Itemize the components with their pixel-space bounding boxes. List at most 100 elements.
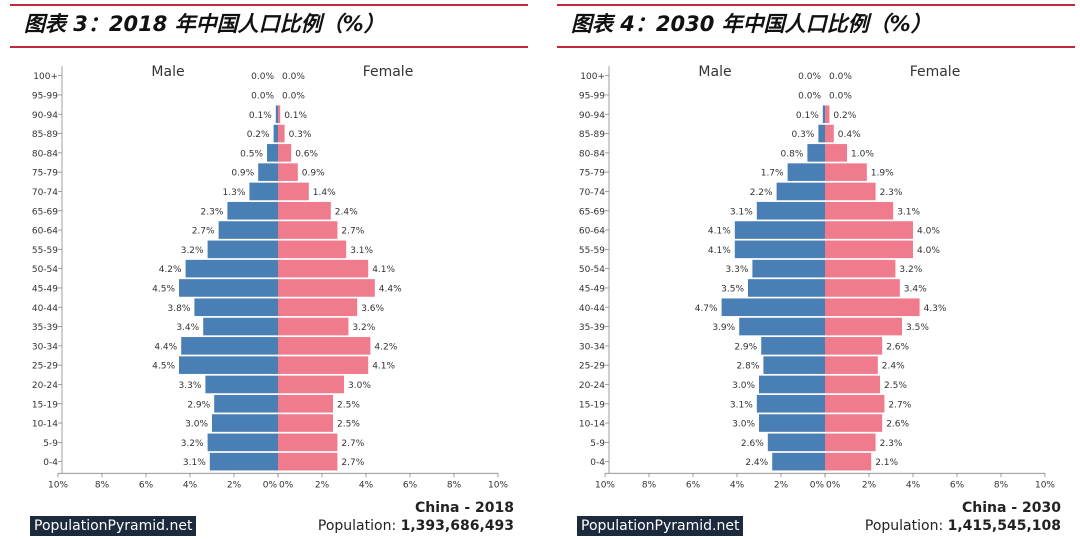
male-value-label-90-94: 0.1% <box>249 111 272 121</box>
male-value-label-100+: 0.0% <box>798 72 821 82</box>
female-value-label-55-59: 4.0% <box>917 246 940 256</box>
female-bar-25-29 <box>278 356 369 374</box>
title-rule-bottom <box>557 46 1075 48</box>
age-group-label-55-59: 55-59 <box>32 246 58 256</box>
female-bar-90-94 <box>825 105 830 124</box>
x-tick-label-0: 10% <box>48 480 68 490</box>
male-bar-90-94 <box>275 105 278 124</box>
female-value-label-50-54: 3.2% <box>899 265 922 275</box>
male-value-label-30-34: 2.9% <box>734 342 757 352</box>
age-group-label-65-69: 65-69 <box>32 207 58 217</box>
male-value-label-75-79: 1.7% <box>761 169 784 179</box>
female-bar-70-74 <box>278 182 309 201</box>
male-bar-70-74 <box>249 182 278 201</box>
female-bar-55-59 <box>278 240 347 259</box>
male-value-label-80-84: 0.8% <box>781 149 804 159</box>
male-value-label-60-64: 2.7% <box>192 227 215 237</box>
chart-panel-2018: 图表 3：2018 年中国人口比例（%） Male Female 0.0% 0.0% 1… <box>0 0 530 539</box>
female-bar-45-49 <box>825 279 900 297</box>
title-rule-bottom <box>10 46 528 48</box>
male-value-label-15-19: 3.1% <box>730 400 753 410</box>
male-value-label-75-79: 0.9% <box>231 169 254 179</box>
x-tick-label-0: 10% <box>595 480 615 490</box>
male-value-label-60-64: 4.1% <box>708 227 731 237</box>
female-value-label-95-99: 0.0% <box>282 91 305 101</box>
x-tick-label-7: 2% <box>315 480 330 490</box>
x-tick-label-6: 0% <box>826 480 841 490</box>
male-bar-15-19 <box>214 394 278 413</box>
age-group-label-20-24: 20-24 <box>579 381 605 391</box>
female-bar-50-54 <box>278 259 369 278</box>
age-group-label-30-34: 30-34 <box>32 342 58 352</box>
female-bar-80-84 <box>825 144 847 162</box>
female-value-label-85-89: 0.3% <box>289 130 312 140</box>
male-bar-80-84 <box>807 144 825 162</box>
female-value-label-5-9: 2.3% <box>880 439 903 449</box>
female-value-label-30-34: 2.6% <box>886 342 909 352</box>
x-tick-label-5: 0% <box>810 480 825 490</box>
female-bar-30-34 <box>825 337 883 355</box>
population-label: Population: <box>864 518 944 534</box>
female-bar-5-9 <box>825 433 876 452</box>
female-bar-10-14 <box>825 414 883 432</box>
brand-label: PopulationPyramid.net <box>30 516 197 536</box>
male-value-label-25-29: 2.8% <box>737 362 760 372</box>
age-group-label-70-74: 70-74 <box>32 188 58 198</box>
female-value-label-70-74: 1.4% <box>313 188 336 198</box>
male-bar-90-94 <box>822 105 825 124</box>
x-tick-label-4: 2% <box>227 480 242 490</box>
country-year-label: China - 2018 <box>415 500 514 516</box>
female-value-label-45-49: 4.4% <box>379 284 402 294</box>
female-value-label-65-69: 2.4% <box>335 207 358 217</box>
x-tick-label-7: 2% <box>862 480 877 490</box>
female-bar-65-69 <box>825 201 894 220</box>
male-legend-label: Male <box>151 64 184 80</box>
female-bar-20-24 <box>825 375 880 394</box>
female-bar-75-79 <box>278 163 298 181</box>
x-tick-label-1: 8% <box>95 480 110 490</box>
female-value-label-95-99: 0.0% <box>829 91 852 101</box>
female-value-label-15-19: 2.5% <box>337 400 360 410</box>
female-bar-70-74 <box>825 182 876 201</box>
male-bar-45-49 <box>179 279 278 297</box>
male-bar-0-4 <box>209 452 278 471</box>
male-bar-80-84 <box>267 144 278 162</box>
chart-panel-2030: 图表 4：2030 年中国人口比例（%） Male Female 0.0% 0.0% 1… <box>547 0 1077 539</box>
male-value-label-65-69: 3.1% <box>730 207 753 217</box>
female-value-label-60-64: 4.0% <box>917 227 940 237</box>
age-group-label-90-94: 90-94 <box>32 111 58 121</box>
title-rule-top <box>10 4 528 6</box>
male-bar-65-69 <box>227 201 278 220</box>
female-value-label-100+: 0.0% <box>829 72 852 82</box>
age-group-label-0-4: 0-4 <box>590 458 605 468</box>
population-pyramid-chart: Male Female 0.0% 0.0% 100+ 0.0% 0.0% 95-99 0.1% 0… <box>32 64 509 490</box>
male-bar-55-59 <box>734 240 825 259</box>
male-value-label-65-69: 2.3% <box>201 207 224 217</box>
female-value-label-45-49: 3.4% <box>904 284 927 294</box>
age-group-label-85-89: 85-89 <box>579 130 605 140</box>
male-value-label-10-14: 3.0% <box>732 420 755 430</box>
age-group-label-60-64: 60-64 <box>32 227 58 237</box>
x-tick-label-8: 4% <box>906 480 921 490</box>
male-bar-10-14 <box>759 414 825 432</box>
male-value-label-85-89: 0.2% <box>247 130 270 140</box>
female-value-label-10-14: 2.6% <box>886 420 909 430</box>
population-value: 1,393,686,493 <box>400 518 514 534</box>
female-value-label-75-79: 1.9% <box>871 169 894 179</box>
male-value-label-20-24: 3.0% <box>732 381 755 391</box>
age-group-label-55-59: 55-59 <box>579 246 605 256</box>
male-bar-50-54 <box>185 259 278 278</box>
male-value-label-5-9: 2.6% <box>741 439 764 449</box>
age-group-label-95-99: 95-99 <box>579 91 605 101</box>
female-value-label-20-24: 3.0% <box>348 381 371 391</box>
female-value-label-90-94: 0.2% <box>833 111 856 121</box>
female-value-label-35-39: 3.5% <box>906 323 929 333</box>
chart-title: 图表 4：2030 年中国人口比例（%） <box>571 12 932 36</box>
age-group-label-95-99: 95-99 <box>32 91 58 101</box>
male-value-label-0-4: 3.1% <box>183 458 206 468</box>
female-value-label-80-84: 0.6% <box>295 149 318 159</box>
age-group-label-65-69: 65-69 <box>579 207 605 217</box>
female-value-label-40-44: 4.3% <box>924 304 947 314</box>
age-group-label-50-54: 50-54 <box>32 265 58 275</box>
female-bar-25-29 <box>825 356 878 374</box>
